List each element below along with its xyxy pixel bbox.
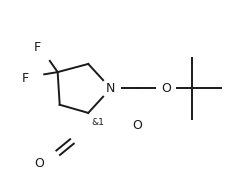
Text: F: F — [34, 41, 41, 54]
Text: F: F — [21, 72, 28, 85]
Text: O: O — [161, 82, 171, 95]
Text: &1: &1 — [91, 118, 104, 127]
Text: O: O — [132, 119, 142, 132]
Text: N: N — [106, 82, 115, 95]
Text: O: O — [34, 157, 44, 170]
